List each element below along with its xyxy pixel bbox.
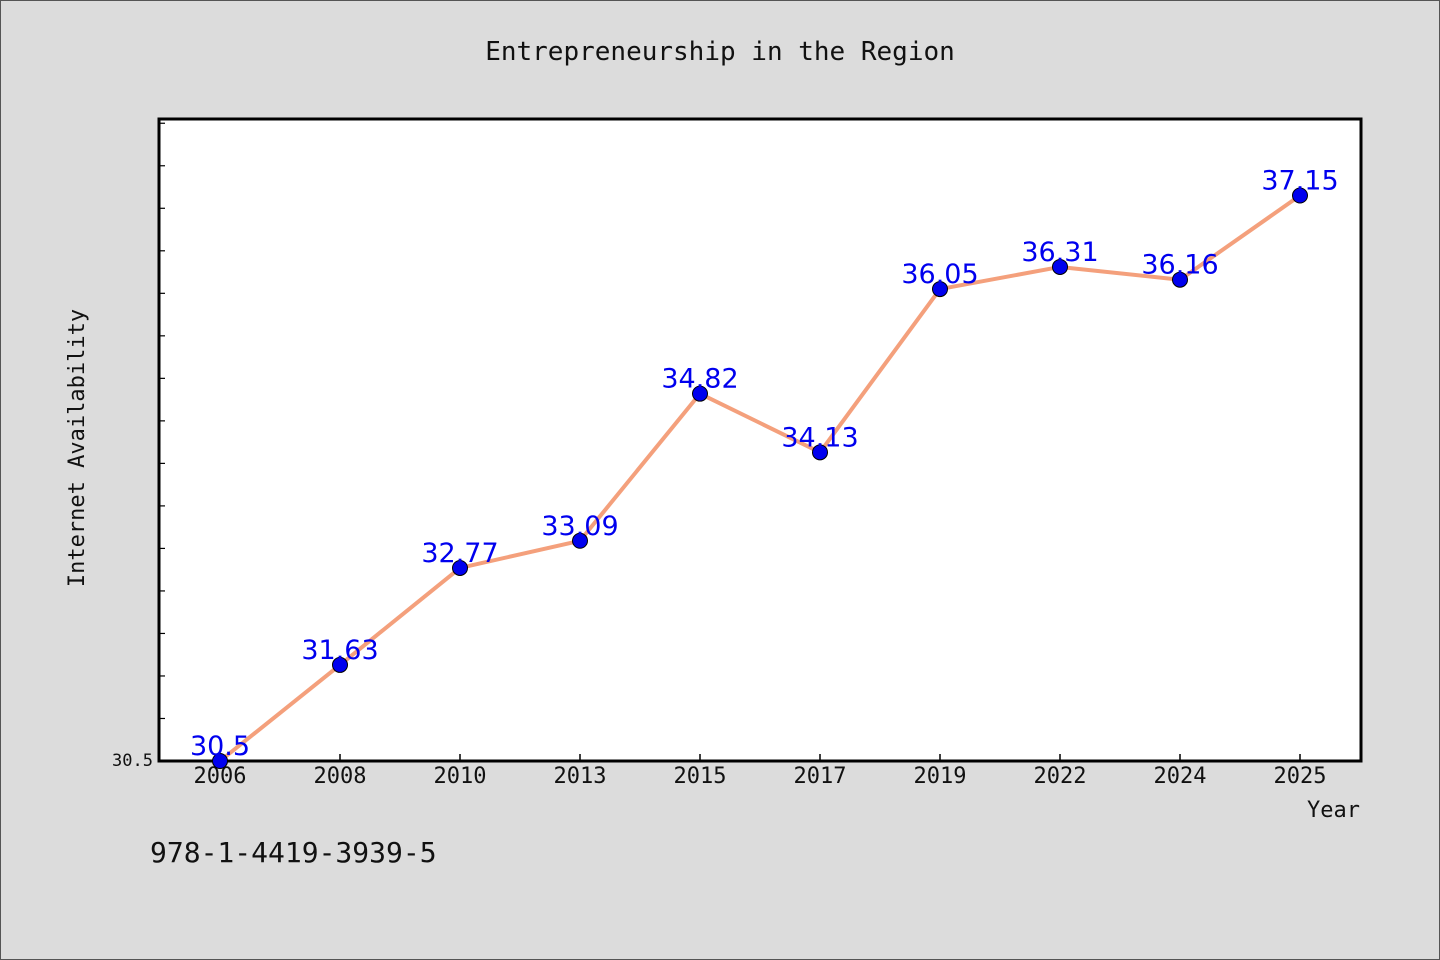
data-point — [692, 385, 708, 402]
x-tick-label: 2010 — [434, 764, 487, 789]
data-point — [332, 656, 348, 673]
x-tick-label: 2019 — [914, 764, 967, 789]
x-axis-tick-labels: 2006 2008 2010 2013 2015 2017 2019 2022 2024 2025 — [194, 764, 1327, 789]
x-tick-label: 2013 — [554, 764, 607, 789]
data-point — [1292, 187, 1308, 204]
series-line — [218, 193, 1302, 763]
data-label: 36.31 — [1021, 237, 1098, 268]
data-label: 37.15 — [1261, 166, 1338, 197]
x-tick-label: 2024 — [1154, 764, 1207, 789]
data-label: 36.16 — [1141, 250, 1218, 281]
x-axis-label: Year — [1307, 798, 1360, 823]
x-tick-label: 2025 — [1274, 764, 1327, 789]
data-point — [932, 281, 948, 298]
footer-isbn: 978-1-4419-3939-5 — [150, 836, 437, 869]
y-axis-ticks — [159, 122, 165, 762]
data-point — [572, 532, 588, 549]
data-point — [212, 753, 228, 769]
x-tick-label: 2008 — [314, 764, 367, 789]
data-label: 32.77 — [421, 538, 498, 569]
data-label: 31.63 — [301, 635, 378, 666]
plot-area — [157, 117, 1363, 763]
chart-title: Entrepreneurship in the Region — [485, 37, 955, 67]
y-tick-label: 30.5 — [112, 751, 153, 771]
data-point — [452, 559, 468, 576]
data-label: 34.13 — [781, 422, 858, 453]
data-point — [1172, 271, 1188, 288]
x-tick-label: 2022 — [1034, 764, 1087, 789]
data-labels: 30.5 31.63 32.77 33.09 34.82 34.13 36.05 36.31 3… — [190, 166, 1339, 762]
data-label: 34.82 — [661, 364, 738, 395]
y-axis-label: Internet Availability — [65, 309, 90, 587]
data-label: 36.05 — [901, 259, 978, 290]
data-point — [812, 444, 828, 461]
x-tick-label: 2017 — [794, 764, 847, 789]
data-label: 30.5 — [190, 731, 250, 762]
series-markers — [212, 187, 1308, 769]
data-label: 33.09 — [541, 511, 618, 542]
data-point — [1052, 258, 1068, 275]
x-tick-label: 2015 — [674, 764, 727, 789]
